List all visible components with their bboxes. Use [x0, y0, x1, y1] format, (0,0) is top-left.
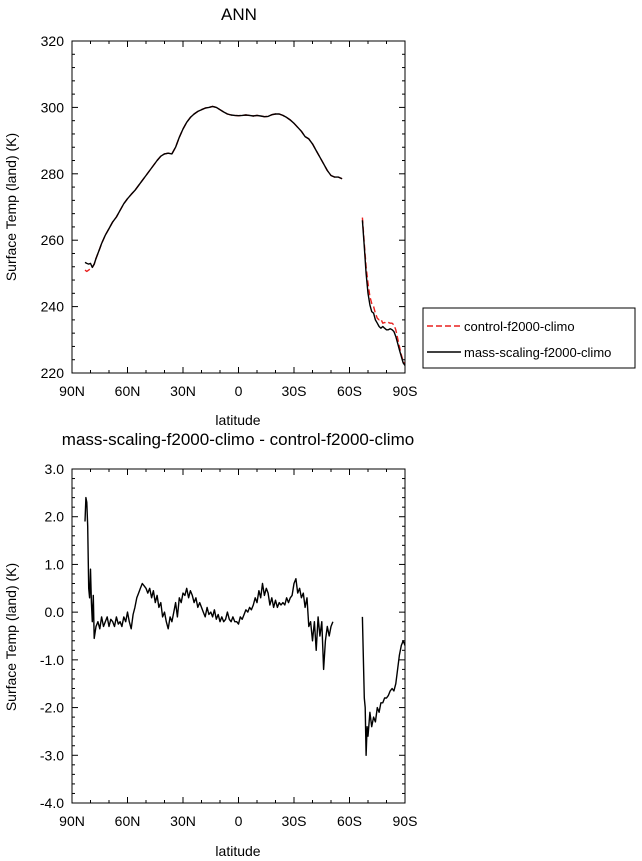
bottom-chart-title: mass-scaling-f2000-climo - control-f2000… — [62, 430, 414, 449]
bottom-chart-plot-frame — [71, 468, 406, 804]
top-chart-xtick-label: 0 — [235, 383, 243, 399]
bottom-chart-xtick-label: 30S — [282, 813, 307, 829]
top-chart-tick-labels: 90N 60N 30N 0 30S 60S 90S 220 240 260 280 300 320 — [41, 33, 418, 399]
top-chart: ANN Surface Temp (land) (K) latitude 90N… — [3, 5, 417, 428]
bottom-chart-xtick-label: 30N — [170, 813, 196, 829]
bottom-chart: mass-scaling-f2000-climo - control-f2000… — [3, 430, 417, 859]
bottom-chart-ytick-label: 1.0 — [45, 556, 65, 572]
bottom-chart-ticks — [71, 468, 406, 804]
legend: control-f2000-climo mass-scaling-f2000-c… — [422, 307, 636, 369]
bottom-chart-ytick-label: 0.0 — [45, 604, 65, 620]
top-chart-xtick-label: 90N — [59, 383, 85, 399]
top-chart-ytick-label: 320 — [41, 33, 65, 49]
top-chart-line-control-f2000-climo — [361, 217, 406, 366]
top-chart-plot-frame — [71, 40, 406, 374]
top-chart-ytick-label: 280 — [41, 166, 65, 182]
bottom-chart-line-series-0 — [361, 616, 406, 756]
top-chart-xtick-label: 30S — [282, 383, 307, 399]
bottom-chart-ytick-label: -4.0 — [40, 795, 64, 811]
bottom-chart-ylabel: Surface Temp (land) (K) — [3, 563, 19, 711]
bottom-chart-ytick-label: 2.0 — [45, 509, 65, 525]
legend-label-control-f2000-climo: control-f2000-climo — [464, 319, 575, 334]
bottom-chart-xtick-label: 90S — [393, 813, 418, 829]
top-chart-ytick-label: 220 — [41, 365, 65, 381]
bottom-chart-line-series-0 — [84, 496, 334, 671]
legend-box — [422, 307, 636, 369]
top-chart-xtick-label: 60S — [337, 383, 362, 399]
bottom-chart-xlabel: latitude — [215, 843, 260, 859]
top-chart-xtick-label: 30N — [170, 383, 196, 399]
top-chart-line-mass-scaling-f2000-climo — [361, 220, 406, 366]
top-chart-ylabel: Surface Temp (land) (K) — [3, 133, 19, 281]
bottom-chart-ytick-label: -1.0 — [40, 652, 64, 668]
top-chart-ytick-label: 240 — [41, 299, 65, 315]
top-chart-xtick-label: 60N — [115, 383, 141, 399]
top-chart-title: ANN — [221, 5, 257, 24]
bottom-chart-series — [84, 496, 406, 756]
bottom-chart-ytick-label: -2.0 — [40, 700, 64, 716]
top-chart-ytick-label: 260 — [41, 232, 65, 248]
top-chart-ytick-label: 300 — [41, 99, 65, 115]
top-chart-line-control-f2000-climo — [84, 105, 343, 273]
bottom-chart-ytick-label: -3.0 — [40, 747, 64, 763]
bottom-chart-ytick-label: 3.0 — [45, 461, 65, 477]
bottom-chart-xtick-label: 0 — [235, 813, 243, 829]
legend-label-mass-scaling-f2000-climo: mass-scaling-f2000-climo — [464, 345, 611, 360]
top-chart-xlabel: latitude — [215, 412, 260, 428]
bottom-chart-tick-labels: 90N 60N 30N 0 30S 60S 90S -4.0 -3.0 -2.0 -1.0 0.0 1.… — [40, 461, 418, 829]
top-chart-line-mass-scaling-f2000-climo — [84, 105, 343, 269]
top-chart-xtick-label: 90S — [393, 383, 418, 399]
top-chart-series — [84, 105, 406, 366]
bottom-chart-xtick-label: 90N — [59, 813, 85, 829]
bottom-chart-xtick-label: 60S — [337, 813, 362, 829]
bottom-chart-xtick-label: 60N — [115, 813, 141, 829]
